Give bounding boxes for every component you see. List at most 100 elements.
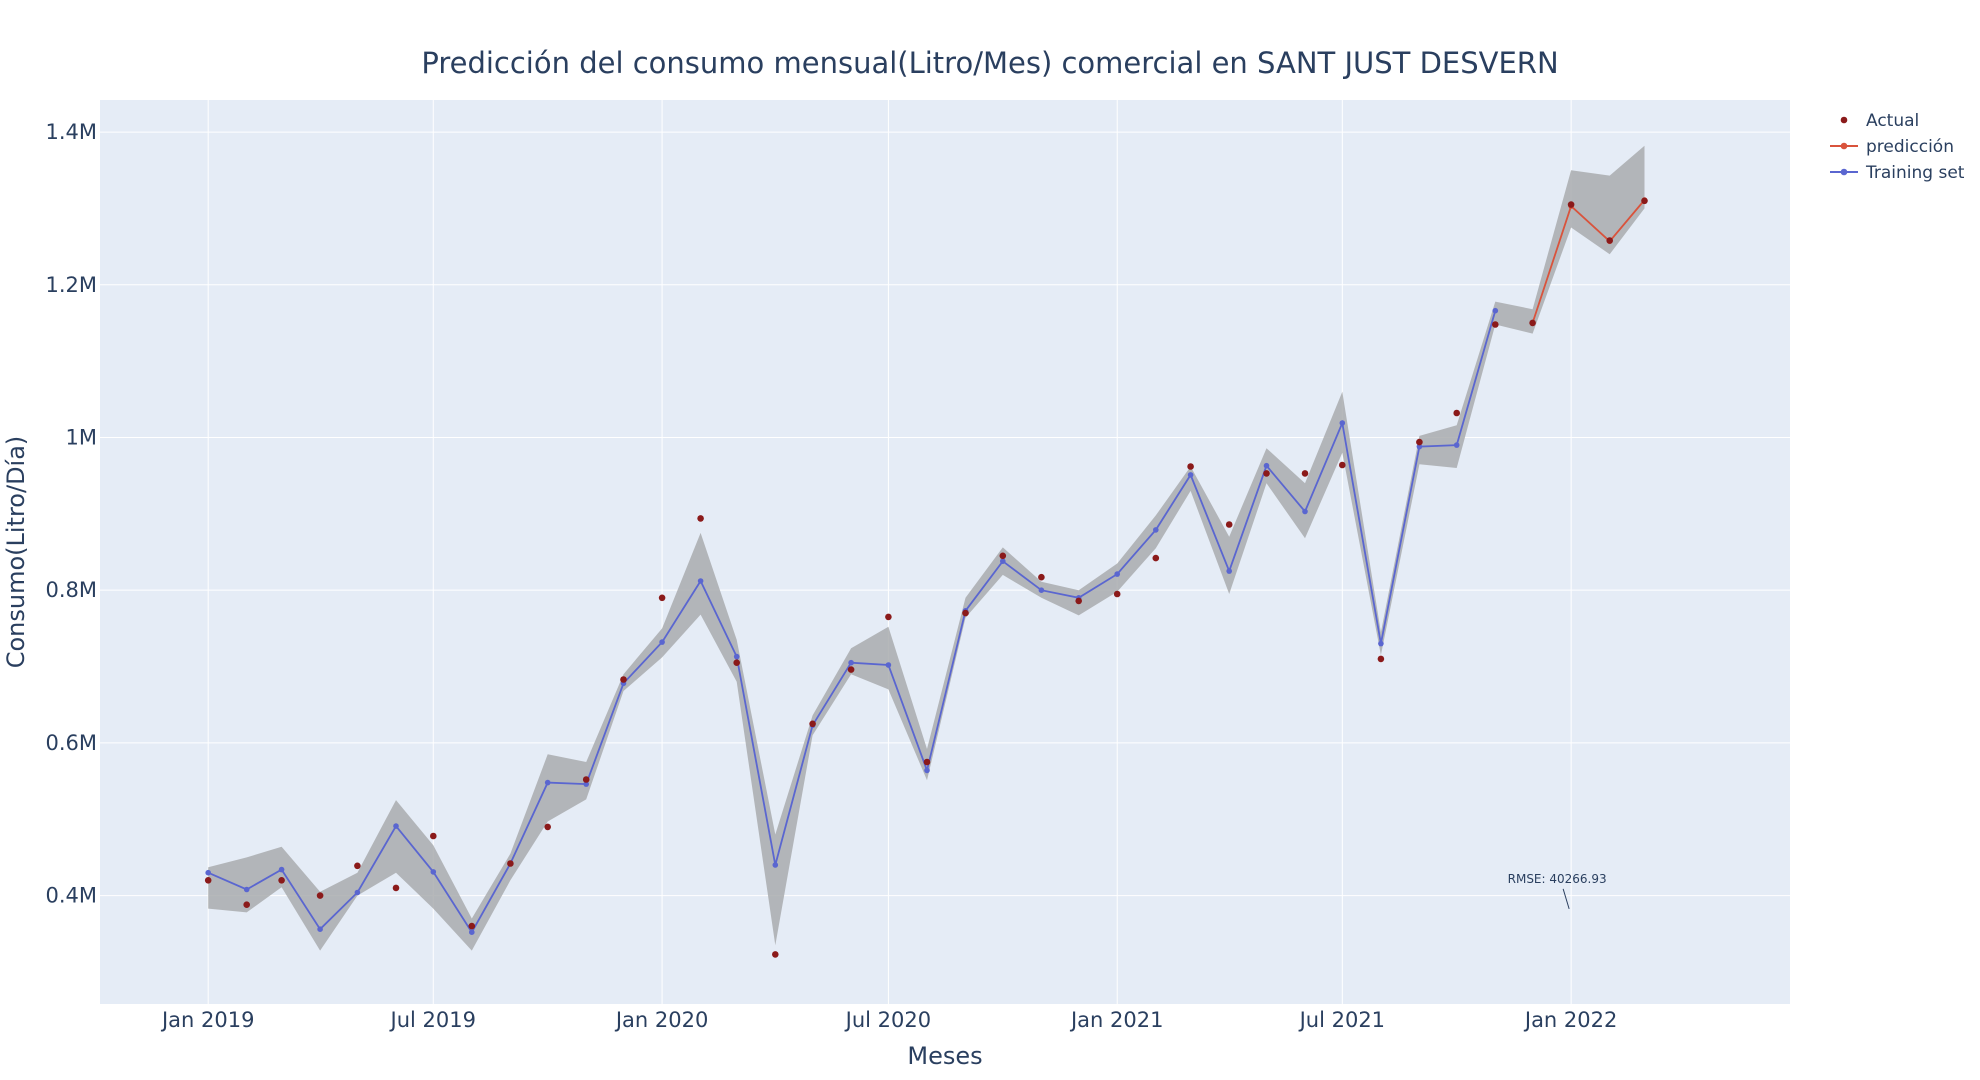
data-point-training-set bbox=[1416, 443, 1423, 450]
x-tick-label: Jan 2022 bbox=[1523, 1008, 1618, 1032]
data-point-training-set bbox=[278, 866, 285, 873]
data-point-actual bbox=[1152, 554, 1160, 562]
x-tick-label: Jul 2020 bbox=[844, 1008, 931, 1032]
y-tick-label: 0.8M bbox=[45, 578, 97, 602]
data-point-actual bbox=[1567, 201, 1575, 208]
data-point-training-set bbox=[1226, 568, 1232, 574]
data-point-actual bbox=[1263, 470, 1270, 477]
grid-lines bbox=[100, 100, 1790, 1004]
data-point-training-set bbox=[733, 653, 740, 660]
data-point-actual bbox=[697, 515, 704, 522]
legend-item-prediccion[interactable]: predicción bbox=[1830, 137, 1954, 157]
y-tick-label: 0.4M bbox=[45, 884, 97, 908]
legend-label: predicción bbox=[1866, 137, 1954, 157]
data-point-actual bbox=[507, 860, 514, 867]
x-tick-label: Jan 2021 bbox=[1069, 1008, 1164, 1032]
data-point-actual bbox=[468, 922, 476, 930]
legend[interactable]: Actual predicción Training set bbox=[1830, 111, 1965, 183]
data-point-actual bbox=[278, 877, 285, 884]
data-point-training-set bbox=[354, 889, 361, 896]
x-axis-ticks: Jan 2019 Jul 2019 Jan 2020 Jul 2020 Jan 2021… bbox=[160, 1008, 1617, 1032]
data-point-actual bbox=[1187, 463, 1194, 470]
annotations: RMSE: 40266.93 bbox=[1508, 872, 1607, 909]
data-point-actual bbox=[620, 676, 627, 683]
data-point-training-set bbox=[583, 781, 589, 787]
y-tick-label: 1.2M bbox=[45, 273, 97, 297]
data-point-actual bbox=[809, 720, 816, 728]
data-point-actual bbox=[1641, 197, 1648, 205]
data-point-training-set bbox=[1153, 527, 1159, 533]
data-point-actual bbox=[1038, 573, 1045, 581]
data-point-training-set bbox=[697, 578, 704, 584]
data-point-training-set bbox=[544, 779, 551, 786]
data-point-training-set bbox=[1263, 462, 1270, 469]
data-point-actual bbox=[1453, 409, 1460, 417]
y-tick-label: 1.4M bbox=[45, 120, 97, 144]
data-point-training-set bbox=[317, 926, 323, 932]
data-point-actual bbox=[544, 823, 551, 831]
data-point-actual bbox=[392, 884, 400, 892]
data-point-actual bbox=[885, 613, 892, 621]
data-point-training-set bbox=[1492, 307, 1499, 314]
data-point-training-set bbox=[885, 662, 892, 668]
y-tick-label: 0.6M bbox=[45, 731, 97, 755]
legend-label: Actual bbox=[1866, 111, 1919, 131]
data-point-training-set bbox=[205, 869, 211, 876]
plot-background bbox=[100, 100, 1790, 1004]
data-point-actual bbox=[1416, 438, 1423, 446]
data-point-training-set bbox=[848, 659, 854, 666]
data-point-actual bbox=[1377, 655, 1385, 663]
y-axis-title: Consumo(Litro/Día) bbox=[2, 436, 30, 669]
data-point-training-set bbox=[1302, 508, 1308, 515]
data-point-actual bbox=[999, 552, 1007, 560]
data-point-actual bbox=[243, 901, 250, 908]
x-tick-label: Jan 2019 bbox=[160, 1008, 255, 1032]
data-point-training-set bbox=[1378, 640, 1384, 647]
chart-title: Predicción del consumo mensual(Litro/Mes… bbox=[421, 46, 1558, 80]
data-point-training-set bbox=[469, 929, 475, 935]
data-point-actual bbox=[1529, 319, 1536, 327]
data-point-actual bbox=[430, 832, 437, 840]
data-point-actual bbox=[658, 594, 666, 602]
data-point-training-set bbox=[1114, 571, 1120, 577]
data-point-training-set bbox=[393, 823, 399, 829]
legend-marker bbox=[1840, 116, 1848, 124]
x-axis-title: Meses bbox=[907, 1042, 982, 1070]
legend-item-actual[interactable]: Actual bbox=[1840, 111, 1920, 131]
data-point-actual bbox=[1492, 321, 1499, 328]
legend-marker bbox=[1840, 142, 1848, 150]
data-point-training-set bbox=[1339, 420, 1346, 426]
x-tick-label: Jan 2020 bbox=[614, 1008, 709, 1032]
data-point-actual bbox=[1075, 597, 1082, 605]
annotation-arrow bbox=[1562, 888, 1570, 909]
data-point-actual bbox=[733, 659, 740, 666]
x-tick-label: Jul 2019 bbox=[389, 1008, 476, 1032]
data-point-actual bbox=[1301, 470, 1309, 477]
series-layer bbox=[204, 197, 1648, 958]
data-point-training-set bbox=[430, 869, 437, 875]
data-point-actual bbox=[582, 776, 590, 783]
data-point-actual bbox=[1113, 590, 1121, 598]
data-point-training-set bbox=[1453, 442, 1460, 448]
data-point-training-set bbox=[1038, 587, 1045, 593]
y-tick-label: 1M bbox=[66, 425, 97, 449]
legend-label: Training set bbox=[1865, 163, 1965, 183]
data-point-training-set bbox=[772, 862, 779, 868]
data-point-actual bbox=[1606, 237, 1613, 244]
y-axis-ticks: 0.4M 0.6M 0.8M 1M 1.2M 1.4M bbox=[45, 120, 97, 908]
data-point-actual bbox=[204, 877, 212, 884]
data-point-training-set bbox=[1000, 558, 1006, 564]
legend-item-training-set[interactable]: Training set bbox=[1830, 163, 1965, 183]
series-actual bbox=[204, 197, 1648, 958]
data-point-actual bbox=[923, 758, 931, 766]
x-tick-label: Jul 2021 bbox=[1298, 1008, 1385, 1032]
data-point-training-set bbox=[243, 886, 250, 893]
data-point-actual bbox=[962, 609, 969, 617]
data-point-actual bbox=[1339, 461, 1346, 469]
data-point-actual bbox=[354, 862, 361, 870]
series-training-set bbox=[205, 307, 1499, 935]
data-point-actual bbox=[316, 892, 324, 899]
data-point-actual bbox=[772, 951, 779, 958]
data-point-training-set bbox=[924, 767, 930, 774]
